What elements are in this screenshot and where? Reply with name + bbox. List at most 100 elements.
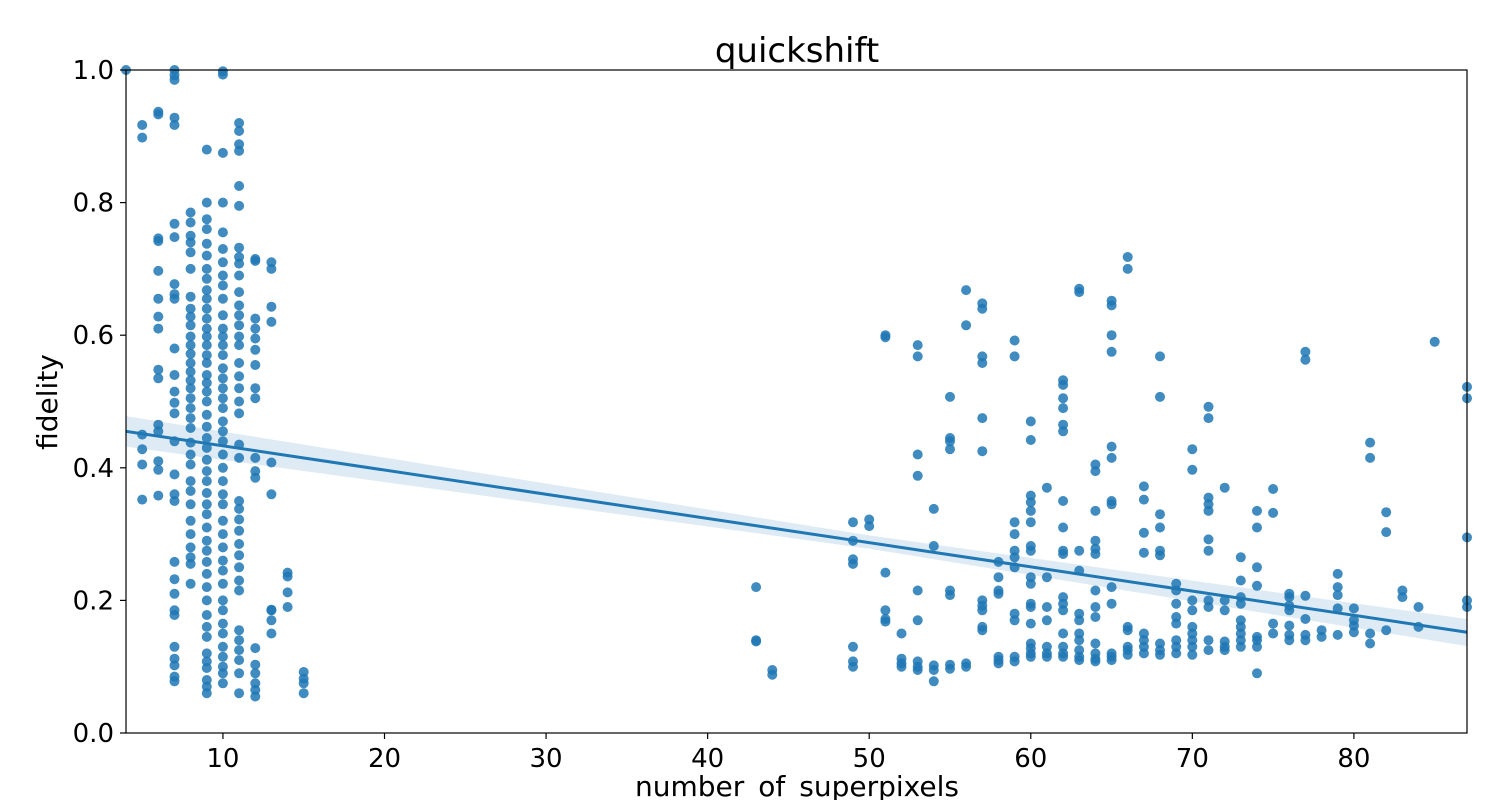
y-tick-label: 0.0 — [73, 719, 114, 749]
data-point — [185, 449, 196, 460]
y-tick-label: 0.4 — [73, 454, 114, 484]
data-point — [153, 490, 164, 501]
data-point — [201, 340, 212, 351]
data-point — [217, 227, 228, 238]
data-point — [201, 224, 212, 235]
x-tick-label: 50 — [853, 744, 886, 774]
data-point — [201, 648, 212, 659]
data-point — [1155, 550, 1165, 561]
data-point — [201, 476, 212, 487]
data-point — [848, 558, 858, 569]
data-point — [169, 397, 180, 408]
data-point — [217, 555, 228, 566]
x-tick-label: 10 — [206, 744, 239, 774]
data-point — [217, 678, 228, 689]
data-point — [1155, 649, 1165, 660]
data-point — [234, 383, 245, 394]
x-tick-label: 70 — [1176, 744, 1209, 774]
data-point — [1025, 602, 1036, 612]
data-point — [234, 550, 245, 561]
data-point — [298, 688, 309, 699]
y-tick-label: 1.0 — [73, 56, 114, 86]
data-point — [1219, 595, 1230, 606]
data-point — [1058, 393, 1069, 404]
data-point — [185, 383, 196, 394]
data-point — [234, 310, 245, 321]
data-point — [185, 578, 196, 589]
y-tick-label: 0.8 — [73, 189, 114, 219]
data-point — [217, 515, 228, 526]
data-point — [1106, 499, 1117, 510]
data-point — [1009, 656, 1020, 667]
data-point — [185, 303, 196, 314]
data-point — [880, 616, 891, 627]
data-point — [1058, 496, 1069, 506]
data-point — [201, 313, 212, 324]
data-point — [234, 655, 245, 666]
data-point — [201, 303, 212, 314]
data-point — [169, 232, 180, 243]
data-point — [201, 421, 212, 432]
data-point — [1074, 615, 1085, 626]
data-point — [185, 358, 196, 368]
data-point — [266, 605, 277, 616]
data-point — [1284, 592, 1295, 603]
data-point — [1009, 552, 1020, 563]
data-point — [1187, 444, 1198, 455]
data-point — [185, 348, 196, 359]
data-point — [234, 340, 245, 351]
data-point — [1138, 648, 1149, 659]
data-point — [961, 661, 972, 672]
data-point — [250, 472, 261, 483]
data-point — [217, 651, 228, 662]
data-point — [1058, 628, 1069, 639]
data-point — [266, 628, 277, 639]
data-point — [234, 287, 245, 298]
data-point — [1252, 522, 1262, 533]
data-point — [912, 449, 923, 460]
data-point — [153, 236, 164, 247]
data-point — [217, 476, 228, 487]
data-point — [912, 351, 923, 362]
data-point — [201, 214, 212, 225]
data-point — [185, 340, 196, 351]
data-point — [169, 574, 180, 585]
x-tick-label: 30 — [530, 744, 563, 774]
data-point — [1058, 549, 1069, 559]
data-point — [169, 556, 180, 567]
data-point — [153, 323, 164, 334]
data-point — [234, 331, 245, 342]
data-point — [217, 489, 228, 500]
data-point — [137, 132, 148, 143]
data-point — [864, 521, 875, 532]
data-point — [185, 217, 196, 228]
data-point — [912, 615, 923, 626]
data-point — [1365, 452, 1376, 463]
data-point — [234, 635, 245, 646]
data-point — [1397, 592, 1408, 603]
data-point — [1138, 527, 1149, 538]
data-point — [993, 658, 1004, 669]
x-tick-label: 60 — [1014, 744, 1047, 774]
data-point — [1138, 494, 1149, 505]
data-point — [201, 323, 212, 334]
data-point — [217, 436, 228, 447]
data-point — [169, 218, 180, 229]
data-point — [912, 340, 923, 351]
data-point — [201, 377, 212, 388]
data-point — [1009, 351, 1020, 362]
data-point — [201, 631, 212, 642]
data-point — [1300, 346, 1311, 357]
data-point — [1090, 656, 1101, 667]
y-axis-label: fidelity — [31, 354, 64, 450]
data-point — [234, 358, 245, 368]
data-point — [1138, 481, 1149, 492]
data-point — [1332, 603, 1343, 614]
data-point — [250, 383, 261, 394]
data-point — [1203, 534, 1214, 545]
data-point — [153, 373, 164, 384]
data-point — [1252, 641, 1262, 652]
data-point — [1284, 635, 1295, 646]
x-tick-label: 40 — [691, 744, 724, 774]
